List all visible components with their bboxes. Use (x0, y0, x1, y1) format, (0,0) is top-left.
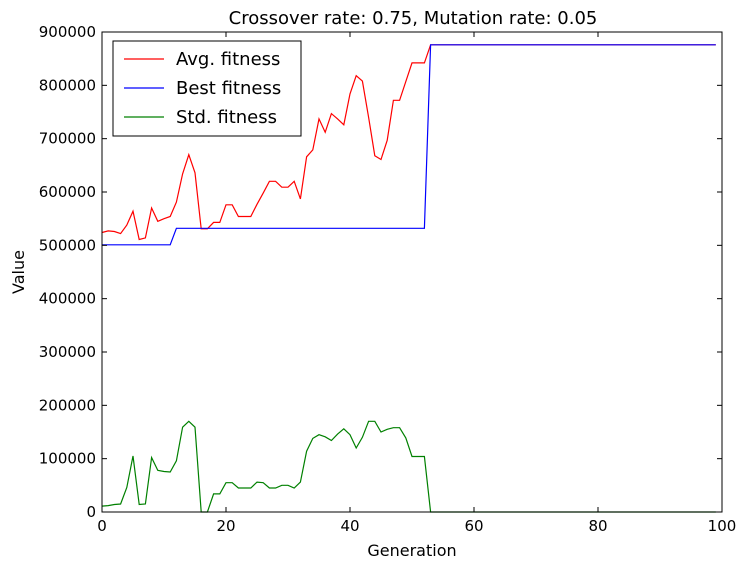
y-tick-label: 600000 (39, 183, 96, 201)
x-tick-label: 80 (588, 517, 607, 535)
ticks-layer: 0 20 40 60 80 100 0 100000 200000 300000 400000 500… (39, 23, 737, 535)
legend-label: Std. fitness (176, 107, 277, 128)
x-tick-label: 20 (216, 517, 235, 535)
x-axis-label: Generation (367, 541, 456, 560)
y-tick-label: 300000 (39, 343, 96, 361)
y-tick-label: 100000 (39, 450, 96, 468)
legend-label: Avg. fitness (176, 49, 280, 70)
y-tick-label: 400000 (39, 290, 96, 308)
y-axis-label: Value (9, 250, 28, 294)
legend: Avg. fitness Best fitness Std. fitness (112, 40, 302, 137)
plot-frame (101, 31, 723, 513)
x-tick-label: 60 (464, 517, 483, 535)
legend-label: Best fitness (176, 78, 281, 99)
y-tick-label: 800000 (39, 76, 96, 94)
x-tick-label: 100 (708, 517, 737, 535)
x-tick-label: 0 (97, 517, 107, 535)
y-tick-label: 500000 (39, 236, 96, 254)
y-tick-label: 200000 (39, 396, 96, 414)
y-tick-label: 0 (86, 503, 96, 521)
chart-title: Crossover rate: 0.75, Mutation rate: 0.0… (229, 8, 598, 29)
x-tick-label: 40 (340, 517, 359, 535)
series-line-best-fitness (102, 44, 716, 246)
y-tick-label: 900000 (39, 23, 96, 41)
y-tick-label: 700000 (39, 130, 96, 148)
